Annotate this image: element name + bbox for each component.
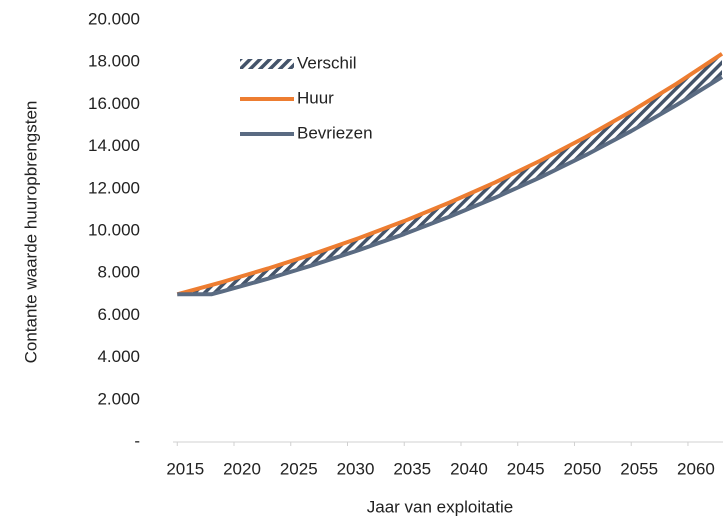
x-tick-label: 2045 — [507, 459, 545, 478]
x-tick-label: 2020 — [223, 459, 261, 478]
y-tick-label: 2.000 — [97, 389, 140, 408]
y-tick-label: 14.000 — [88, 136, 140, 155]
y-tick-label: 6.000 — [97, 305, 140, 324]
y-tick-label: 8.000 — [97, 263, 140, 282]
y-tick-label: 18.000 — [88, 52, 140, 71]
x-tick-label: 2055 — [620, 459, 658, 478]
legend-label: Verschil — [297, 53, 357, 72]
x-tick-label: 2015 — [166, 459, 204, 478]
legend-swatch — [240, 59, 294, 69]
y-tick-label: 20.000 — [88, 9, 140, 28]
x-tick-label: 2030 — [337, 459, 375, 478]
legend-label: Bevriezen — [297, 123, 373, 142]
y-tick-label: 16.000 — [88, 94, 140, 113]
x-tick-label: 2035 — [393, 459, 431, 478]
series-line — [176, 52, 723, 297]
legend-label: Huur — [297, 88, 334, 107]
y-tick-label: 12.000 — [88, 178, 140, 197]
y-axis-label: Contante waarde huuropbrengsten — [21, 101, 40, 364]
x-tick-label: 2025 — [280, 459, 318, 478]
difference-area — [177, 53, 722, 295]
x-tick-label: 2050 — [564, 459, 602, 478]
series-line — [177, 75, 723, 297]
x-tick-label: 2060 — [677, 459, 715, 478]
x-tick-label: 2040 — [450, 459, 488, 478]
y-tick-label: 4.000 — [97, 347, 140, 366]
x-axis-label: Jaar van exploitatie — [367, 497, 513, 516]
y-tick-label: 10.000 — [88, 220, 140, 239]
y-tick-label: - — [134, 431, 140, 450]
